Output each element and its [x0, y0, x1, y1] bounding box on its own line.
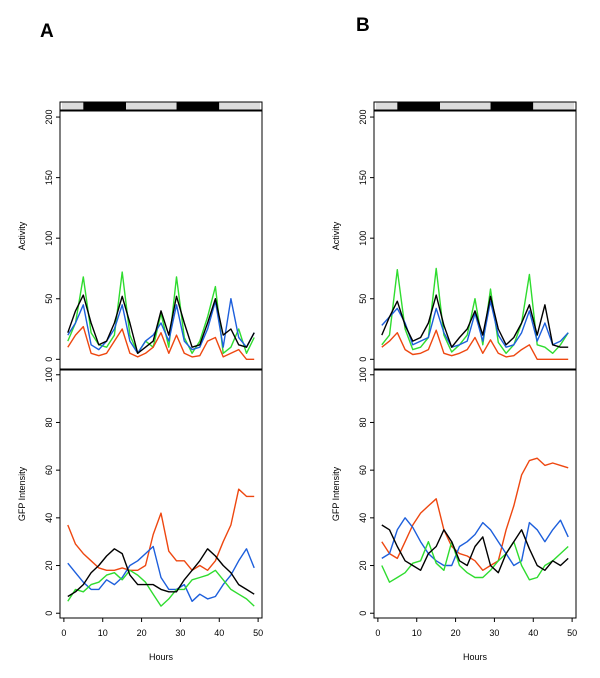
activity-plot-frame-a	[59, 110, 263, 370]
gfp-series-black	[67, 548, 255, 598]
gfp-plot-frame-b	[373, 369, 577, 619]
panel-letter-a: A	[40, 21, 54, 42]
x-tick-label-0: 0	[375, 628, 380, 638]
activity-series-orange	[67, 325, 255, 360]
y-tick-label-150: 150	[44, 170, 54, 185]
x-axis-a: 0 10 20 30 40 50	[61, 618, 263, 638]
x-tick-label-20: 20	[137, 628, 147, 638]
y-tick-label-100: 100	[358, 367, 368, 382]
y-tick-label-60: 60	[44, 465, 54, 475]
gfp-series-blue	[381, 517, 569, 567]
gfp-y-axis-a: 0 20 40 60 80 100	[44, 367, 60, 616]
y-tick-label-100: 100	[44, 231, 54, 246]
x-tick-label-50: 50	[567, 628, 577, 638]
activity-axis-label-b: Activity	[331, 221, 341, 250]
gfp-series-green	[381, 541, 569, 583]
y-tick-label-50: 50	[44, 294, 54, 304]
activity-axis-label-a: Activity	[17, 221, 27, 250]
y-tick-label-80: 80	[358, 417, 368, 427]
y-tick-label-100: 100	[44, 367, 54, 382]
bar-segment-dark-1	[397, 102, 441, 110]
gfp-series-a	[67, 488, 255, 607]
activity-y-axis-a: 0 50 100 150 200	[44, 110, 60, 362]
activity-series-blue	[67, 298, 255, 354]
y-tick-label-200: 200	[44, 110, 54, 125]
bar-outline	[373, 101, 577, 111]
y-tick-label-20: 20	[358, 561, 368, 571]
x-tick-label-40: 40	[528, 628, 538, 638]
x-axis-label-b: Hours	[463, 652, 488, 662]
bar-segment-light-0	[61, 102, 84, 110]
x-axis-b: 0 10 20 30 40 50	[375, 618, 577, 638]
light-dark-bar-a	[59, 101, 263, 111]
gfp-series-orange	[381, 457, 569, 571]
y-tick-label-200: 200	[358, 110, 368, 125]
activity-plot-frame-b	[373, 110, 577, 370]
x-tick-label-30: 30	[175, 628, 185, 638]
bar-segment-dark-3	[176, 102, 220, 110]
x-tick-label-10: 10	[412, 628, 422, 638]
y-tick-label-0: 0	[358, 357, 368, 362]
y-tick-label-40: 40	[358, 513, 368, 523]
activity-series-a	[67, 271, 255, 360]
activity-series-blue	[381, 300, 569, 348]
gfp-series-green	[67, 569, 255, 607]
y-tick-label-0: 0	[358, 611, 368, 616]
panel-letter-b: B	[356, 15, 370, 36]
gfp-y-axis-b: 0 20 40 60 80 100	[358, 367, 374, 616]
bar-segment-light-4	[219, 102, 261, 110]
gfp-axis-label-b: GFP Intensity	[331, 466, 341, 521]
x-tick-label-10: 10	[98, 628, 108, 638]
x-tick-label-0: 0	[61, 628, 66, 638]
y-tick-label-40: 40	[44, 513, 54, 523]
activity-series-green	[381, 267, 569, 354]
x-axis-label-a: Hours	[149, 652, 174, 662]
activity-y-axis-b: 0 50 100 150 200	[358, 110, 374, 362]
gfp-series-blue	[67, 545, 255, 602]
bar-segment-light-0	[375, 102, 398, 110]
y-tick-label-50: 50	[358, 294, 368, 304]
gfp-series-orange	[67, 488, 255, 571]
y-tick-label-100: 100	[358, 231, 368, 246]
y-tick-label-60: 60	[358, 465, 368, 475]
gfp-axis-label-a: GFP Intensity	[17, 466, 27, 521]
y-tick-label-80: 80	[44, 417, 54, 427]
x-tick-label-40: 40	[214, 628, 224, 638]
bar-segment-dark-1	[83, 102, 127, 110]
light-dark-bar-b	[373, 101, 577, 111]
gfp-series-black	[381, 524, 569, 574]
activity-series-b	[381, 267, 569, 360]
bar-segment-dark-3	[490, 102, 534, 110]
x-tick-label-20: 20	[451, 628, 461, 638]
x-tick-label-50: 50	[253, 628, 263, 638]
gfp-series-b	[381, 457, 569, 583]
bar-segment-light-2	[126, 102, 177, 110]
y-tick-label-0: 0	[44, 357, 54, 362]
y-tick-label-150: 150	[358, 170, 368, 185]
y-tick-label-0: 0	[44, 611, 54, 616]
y-tick-label-20: 20	[44, 561, 54, 571]
bar-outline	[59, 101, 263, 111]
bar-segment-light-4	[533, 102, 575, 110]
bar-segment-light-2	[440, 102, 491, 110]
activity-series-orange	[381, 329, 569, 360]
activity-series-black	[67, 294, 255, 354]
activity-series-black	[381, 294, 569, 348]
gfp-plot-frame-a	[59, 369, 263, 619]
x-tick-label-30: 30	[489, 628, 499, 638]
